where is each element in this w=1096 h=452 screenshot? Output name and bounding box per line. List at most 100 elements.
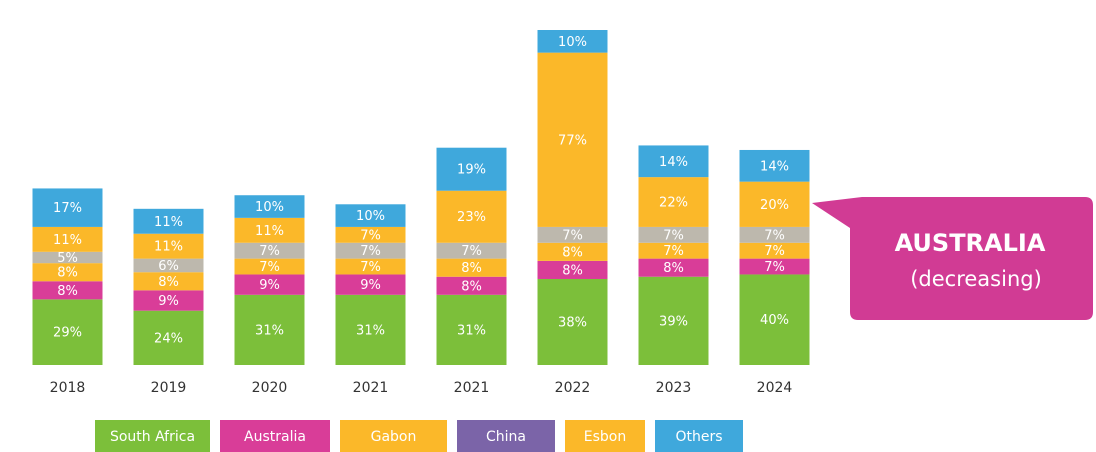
callout-text: (decreasing) <box>910 267 1042 291</box>
bar-segment <box>537 52 608 227</box>
legend-label: Australia <box>244 429 306 445</box>
legend-swatch <box>220 420 330 452</box>
bar-segment <box>234 195 305 218</box>
value-label: 5% <box>57 251 78 266</box>
bar-segment <box>739 226 810 243</box>
value-label: 8% <box>57 284 78 299</box>
legend-label: South Africa <box>110 429 195 445</box>
bar-segment <box>133 272 204 291</box>
x-tick-label: 2021 <box>353 380 389 396</box>
bar-segment <box>638 177 709 227</box>
bar-segment <box>133 208 204 234</box>
callout <box>812 197 1093 320</box>
value-label: 7% <box>764 244 785 259</box>
bar-segment <box>234 294 305 365</box>
value-label: 8% <box>57 266 78 281</box>
value-label: 7% <box>360 228 381 243</box>
bar-segment <box>537 278 608 365</box>
x-tick-label: 2024 <box>757 380 793 396</box>
bar-segment <box>32 299 103 365</box>
value-label: 9% <box>259 278 280 293</box>
value-label: 11% <box>154 240 183 255</box>
value-label: 7% <box>259 260 280 275</box>
bar-segment <box>234 258 305 275</box>
bar-segment <box>133 258 204 273</box>
value-label: 40% <box>760 313 789 328</box>
value-label: 17% <box>53 201 82 216</box>
bar-segment <box>436 190 507 243</box>
bar-segment <box>436 242 507 259</box>
bar-segment <box>32 281 103 300</box>
bar-segment <box>436 258 507 277</box>
value-label: 7% <box>259 244 280 259</box>
value-label: 8% <box>562 245 583 260</box>
x-tick-label: 2023 <box>656 380 692 396</box>
bar-segment <box>436 147 507 191</box>
bar-segment <box>32 263 103 282</box>
legend-swatch <box>565 420 645 452</box>
bar-segment <box>32 188 103 227</box>
bar-segment <box>638 258 709 277</box>
bar-segment <box>638 276 709 365</box>
value-label: 14% <box>760 159 789 174</box>
bar-segment <box>133 290 204 311</box>
value-label: 20% <box>760 198 789 213</box>
value-label: 31% <box>356 323 385 338</box>
value-label: 11% <box>53 233 82 248</box>
value-label: 7% <box>663 244 684 259</box>
bar-segment <box>234 274 305 295</box>
value-label: 10% <box>558 35 587 50</box>
value-label: 8% <box>461 261 482 276</box>
bar-segment <box>739 149 810 182</box>
value-label: 7% <box>562 228 583 243</box>
value-label: 7% <box>360 260 381 275</box>
bar-segment <box>335 274 406 295</box>
value-label: 11% <box>255 224 284 239</box>
callout-title: AUSTRALIA <box>895 229 1046 257</box>
bar-segment <box>537 242 608 261</box>
bar-segment <box>335 258 406 275</box>
bar-segment <box>638 145 709 178</box>
legend-swatch <box>457 420 555 452</box>
bar-segment <box>32 226 103 252</box>
legend-swatch <box>340 420 447 452</box>
value-label: 38% <box>558 315 587 330</box>
x-tick-label: 2020 <box>252 380 288 396</box>
value-label: 8% <box>461 279 482 294</box>
bar-segment <box>335 242 406 259</box>
value-label: 31% <box>457 323 486 338</box>
value-label: 39% <box>659 314 688 329</box>
legend-label: Gabon <box>371 429 417 445</box>
value-label: 7% <box>663 228 684 243</box>
bar-segment <box>335 294 406 365</box>
value-label: 31% <box>255 323 284 338</box>
legend-label: China <box>486 429 526 445</box>
value-label: 14% <box>659 155 688 170</box>
value-label: 9% <box>360 278 381 293</box>
x-tick-label: 2021 <box>454 380 490 396</box>
value-label: 19% <box>457 163 486 178</box>
bar-segment <box>436 276 507 295</box>
value-label: 7% <box>764 228 785 243</box>
value-label: 8% <box>663 261 684 276</box>
value-label: 10% <box>255 200 284 215</box>
x-tick-label: 2019 <box>151 380 187 396</box>
bar-segment <box>537 30 608 53</box>
bar-segment <box>335 204 406 227</box>
legend-label: Others <box>675 429 722 445</box>
value-label: 24% <box>154 331 183 346</box>
value-label: 29% <box>53 326 82 341</box>
bar-segment <box>739 274 810 365</box>
bar-segment <box>335 226 406 243</box>
value-label: 23% <box>457 210 486 225</box>
value-label: 8% <box>562 263 583 278</box>
bar-segment <box>739 181 810 227</box>
bar-segment <box>133 233 204 259</box>
bar-segment <box>234 242 305 259</box>
bar-segment <box>638 226 709 243</box>
bar-segment <box>133 310 204 365</box>
bar-segment <box>638 242 709 259</box>
bar-segment <box>436 294 507 365</box>
value-label: 8% <box>158 275 179 290</box>
